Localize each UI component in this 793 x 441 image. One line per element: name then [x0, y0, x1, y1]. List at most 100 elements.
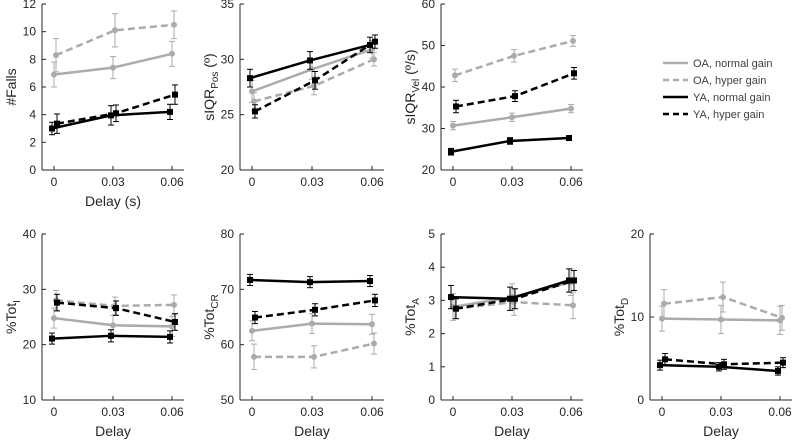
y-tick-label: 20: [221, 163, 235, 177]
x-tick-label: 0: [51, 175, 58, 189]
y-axis-label-main: #Falls: [3, 68, 19, 105]
data-point: [721, 361, 727, 368]
data-point: [51, 71, 57, 78]
data-point: [172, 91, 178, 98]
y-tick-label: 35: [221, 0, 235, 11]
y-axis-label-subscript: D: [620, 298, 631, 305]
data-point: [307, 279, 313, 286]
legend-label: OA, normal gain: [693, 58, 772, 70]
y-tick-label: 0: [637, 393, 644, 407]
data-point: [49, 125, 55, 132]
y-tick-label: 50: [221, 393, 235, 407]
series-4: [54, 84, 178, 134]
data-point: [720, 294, 726, 301]
x-tick-label: 0.06: [559, 405, 583, 419]
y-axis-label: %TotD: [611, 298, 631, 336]
series-1: [51, 307, 175, 337]
y-axis-label-subscript: I: [12, 300, 23, 303]
data-point: [512, 93, 518, 100]
data-point: [169, 50, 175, 57]
series-1: [659, 304, 783, 335]
data-point: [718, 316, 724, 323]
data-point: [775, 367, 781, 374]
data-point: [509, 114, 515, 121]
y-axis-label-subscript: Pos: [210, 72, 221, 89]
y-tick-label: 80: [221, 227, 235, 241]
series-1: [450, 103, 574, 131]
data-point: [661, 300, 667, 307]
y-axis-label-subscript: CR: [210, 294, 221, 308]
series-3: [657, 359, 781, 376]
data-point: [110, 64, 116, 71]
x-axis-label: Delay: [494, 423, 530, 439]
y-tick-label: 2: [428, 327, 435, 341]
data-point: [249, 327, 255, 334]
y-tick-label: 0: [29, 163, 36, 177]
y-axis-label: %TotI: [3, 300, 23, 334]
series-2: [661, 281, 785, 331]
series-1: [249, 313, 375, 342]
data-point: [452, 72, 458, 79]
data-point: [112, 27, 118, 34]
data-point: [716, 363, 722, 370]
data-point: [53, 52, 59, 59]
y-tick-label: 6: [29, 80, 36, 94]
data-point: [167, 108, 173, 115]
y-tick-label: 0: [428, 393, 435, 407]
chart-panel-3: 20 30 40 50 60 0 0.03 0.06 sIQRVel (º/s): [402, 0, 583, 189]
y-tick-label: 30: [221, 52, 235, 66]
x-tick-label: 0.06: [360, 405, 384, 419]
data-point: [311, 353, 317, 360]
x-axis-label: Delay (s): [85, 193, 141, 209]
x-tick-label: 0: [659, 405, 666, 419]
y-tick-label: 4: [428, 260, 435, 274]
data-point: [309, 320, 315, 327]
data-point: [54, 120, 60, 127]
legend-label: OA, hyper gain: [693, 75, 766, 87]
y-axis-label: %TotCR: [201, 294, 221, 340]
data-point: [167, 333, 173, 340]
x-tick-label: 0.03: [709, 405, 733, 419]
x-tick-label: 0.03: [500, 405, 524, 419]
x-tick-label: 0.06: [559, 175, 583, 189]
data-point: [453, 103, 459, 110]
y-axis-label-subscript: A: [411, 298, 422, 305]
data-point: [108, 112, 114, 119]
series-2: [452, 35, 576, 83]
y-tick-label: 10: [631, 310, 645, 324]
data-point: [657, 362, 663, 369]
x-tick-label: 0: [450, 405, 457, 419]
series-4: [453, 66, 577, 114]
x-tick-label: 0.03: [500, 175, 524, 189]
y-axis-label: #Falls: [3, 68, 19, 105]
y-axis-label-unit: (º/s): [402, 49, 418, 78]
y-tick-label: 8: [29, 52, 36, 66]
legend-box: [657, 54, 791, 124]
x-tick-label: 0.06: [160, 175, 184, 189]
data-point: [171, 301, 177, 308]
y-axis-label: sIQRPos (º): [201, 53, 221, 120]
series-line: [55, 23, 175, 57]
data-point: [507, 295, 513, 302]
data-point: [312, 306, 318, 313]
y-tick-label: 60: [221, 338, 235, 352]
legend-label: YA, hyper gain: [693, 109, 764, 121]
y-axis-label: %TotA: [402, 298, 422, 336]
x-tick-label: 0.06: [768, 405, 792, 419]
chart-panel-1: 0 2 4 6 8 10 12 0 0.03 0.06 Delay (s) #Falls: [3, 0, 184, 209]
data-point: [662, 356, 668, 363]
y-tick-label: 5: [428, 227, 435, 241]
data-point: [312, 77, 318, 84]
data-point: [171, 21, 177, 28]
x-tick-label: 0: [51, 405, 58, 419]
y-tick-label: 1: [428, 360, 435, 374]
data-point: [571, 70, 577, 77]
data-point: [371, 340, 377, 347]
x-tick-label: 0.03: [300, 175, 324, 189]
data-point: [367, 278, 373, 285]
series-4: [252, 34, 378, 119]
data-point: [571, 277, 577, 284]
data-point: [108, 332, 114, 339]
y-axis-label-main: %Tot: [201, 309, 217, 340]
